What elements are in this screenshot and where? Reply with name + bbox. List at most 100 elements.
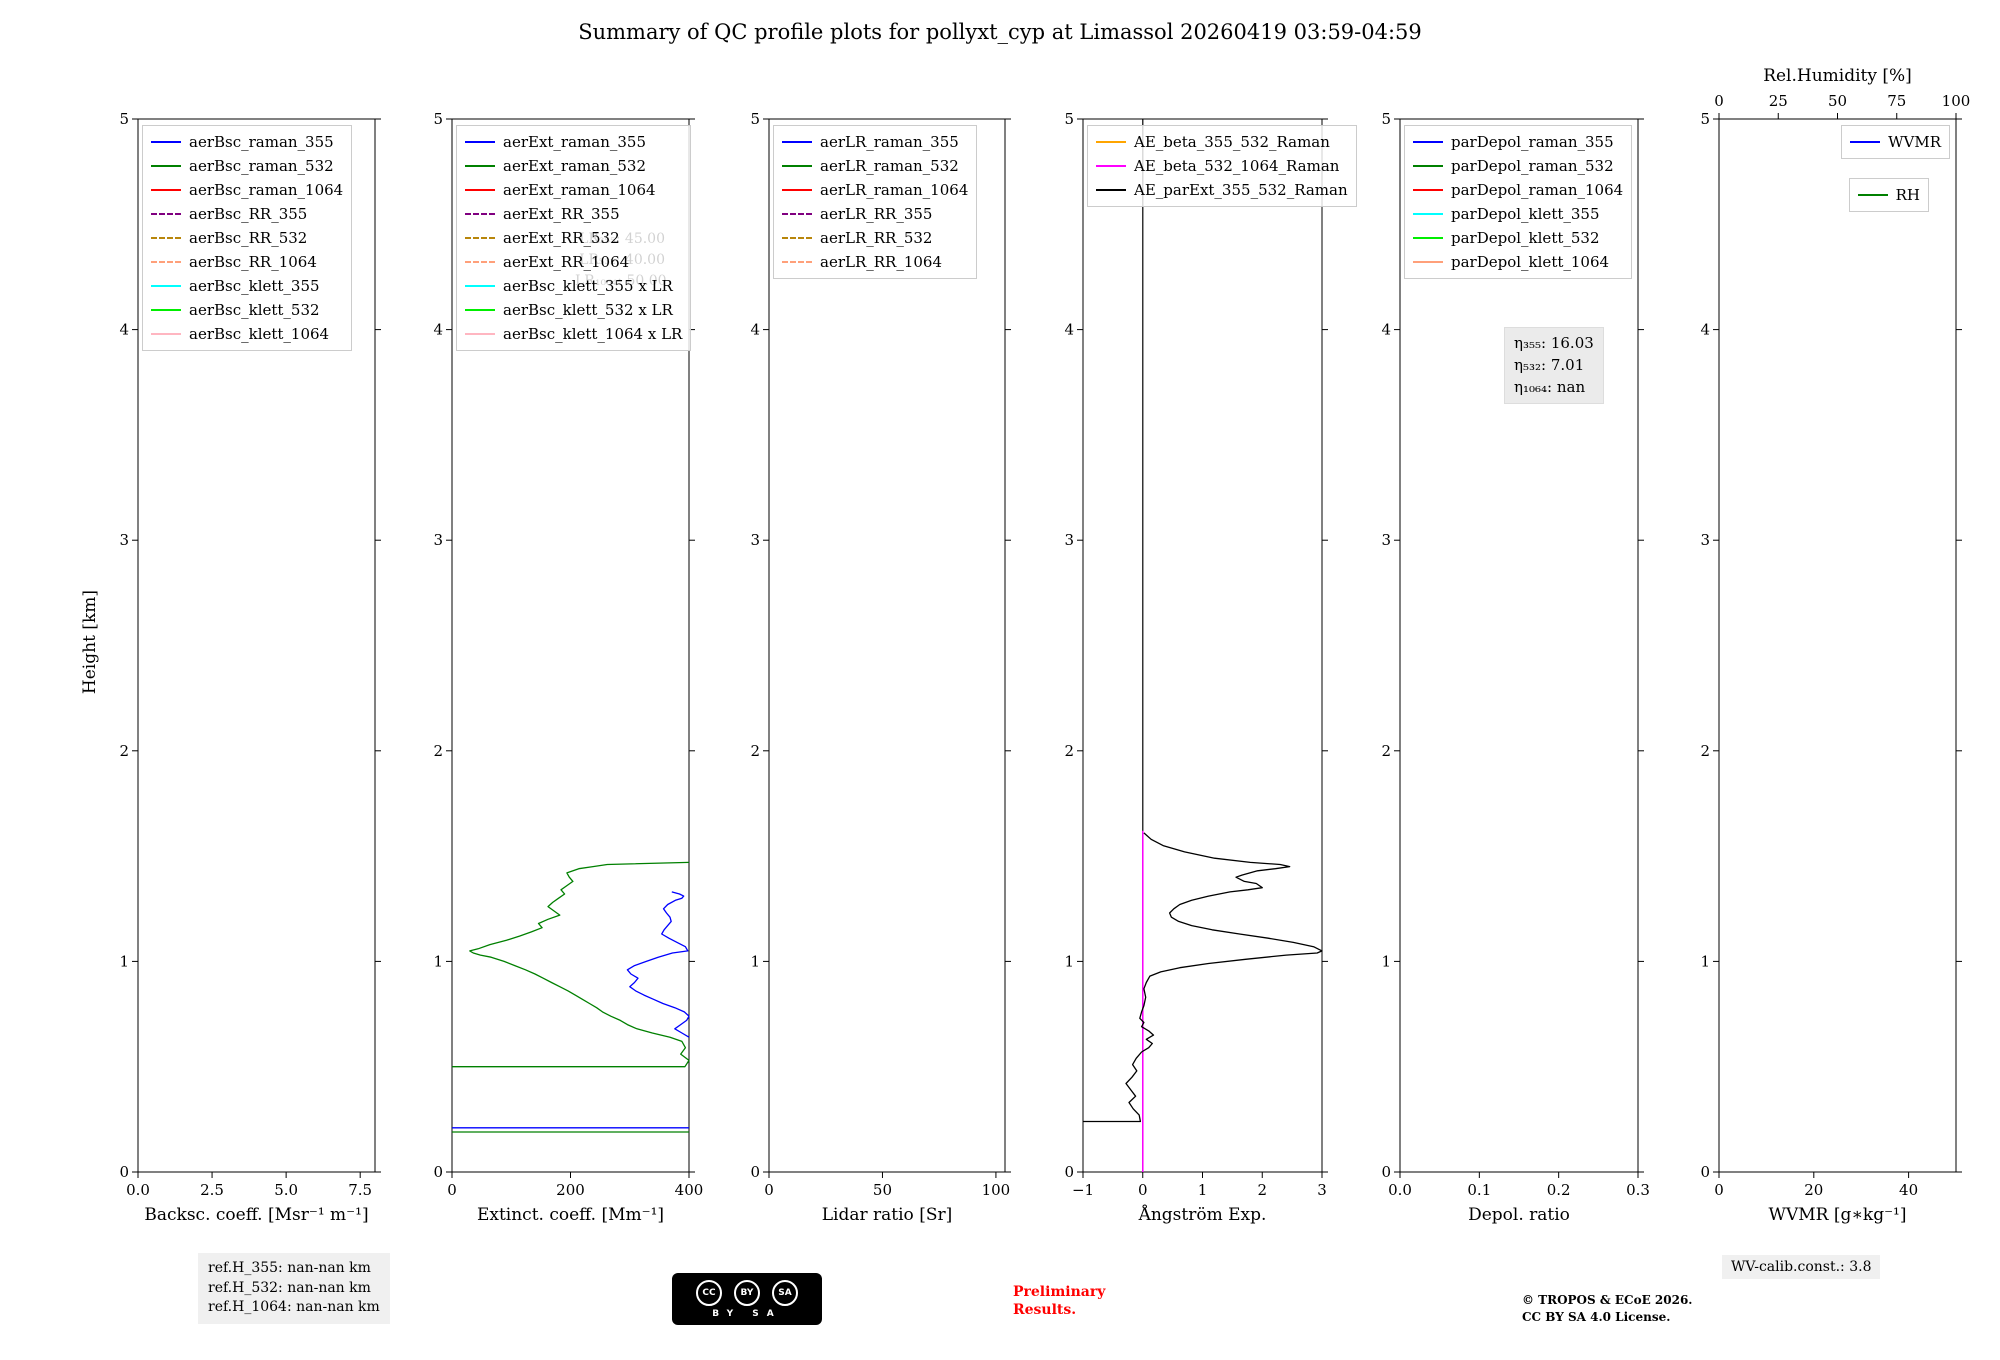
ref-height-1064: ref.H_1064: nan-nan km: [208, 1299, 380, 1316]
y-tick-label: 1: [433, 952, 443, 970]
y-tick-label: 4: [433, 321, 443, 339]
x-tick-label: 1: [1198, 1181, 1208, 1199]
x-axis-label: Ångström Exp.: [1138, 1204, 1267, 1225]
y-tick-label: 1: [1064, 952, 1074, 970]
x-axis-label: Lidar ratio [Sr]: [822, 1205, 952, 1225]
subplot-extinction: 0 1 2 3 4 5 0 200 400 Extinct. coeff. [Mm⁻¹]: [433, 110, 703, 1225]
series-AE_parExt_355_532_Raman: [1083, 832, 1323, 1123]
axes-frame: [768, 118, 1006, 1173]
y-tick-label: 1: [1381, 952, 1391, 970]
y-tick-label: 0: [1700, 1163, 1710, 1181]
y-tick-label: 2: [1381, 742, 1391, 760]
reference-height-annotation: ref.H_355: nan-nan km ref.H_532: nan-nan…: [198, 1253, 390, 1324]
y-tick-label: 0: [433, 1163, 443, 1181]
axes-frame: [137, 118, 376, 1173]
copyright-note: © TROPOS & ECoE 2026. CC BY SA 4.0 Licen…: [1522, 1292, 1692, 1326]
y-tick-label: 5: [750, 110, 760, 128]
y-tick-label: 2: [1064, 742, 1074, 760]
y-tick-label: 0: [119, 1163, 129, 1181]
cc-by-icon: BY: [734, 1279, 760, 1306]
ref-height-532: ref.H_532: nan-nan km: [208, 1279, 371, 1296]
x-axis-label: WVMR [g∗kg⁻¹]: [1768, 1205, 1906, 1225]
x-tick-label: 0.0: [1388, 1181, 1412, 1199]
y-tick-label: 2: [750, 742, 760, 760]
top-tick-label: 50: [1828, 92, 1847, 110]
series-aerExt_raman_532: [452, 861, 690, 1068]
copyright-line-2: CC BY SA 4.0 License.: [1522, 1309, 1671, 1324]
x-tick-label: 0: [1714, 1181, 1724, 1199]
x-tick-label: 40: [1899, 1181, 1918, 1199]
y-tick-label: 3: [433, 531, 443, 549]
x-tick-label: 0.1: [1467, 1181, 1491, 1199]
cc-sa-icon: SA: [772, 1279, 798, 1306]
x-tick-label: 2: [1257, 1181, 1267, 1199]
y-tick-label: 4: [750, 321, 760, 339]
x-tick-label: 0: [764, 1181, 774, 1199]
ref-height-355: ref.H_355: nan-nan km: [208, 1260, 371, 1276]
x-axis-label: Depol. ratio: [1468, 1205, 1570, 1225]
y-tick-label: 5: [119, 110, 129, 128]
x-tick-label: 0.0: [126, 1181, 150, 1199]
preliminary-line-1: Preliminary: [1013, 1284, 1106, 1300]
cc-badge-caption: BY SA: [712, 1308, 782, 1319]
y-tick-label: 1: [750, 952, 760, 970]
y-tick-label: 4: [1064, 321, 1074, 339]
x-axis-label: Extinct. coeff. [Mm⁻¹]: [477, 1205, 664, 1225]
y-tick-label: 5: [1381, 110, 1391, 128]
x-axis-label: Backsc. coeff. [Msr⁻¹ m⁻¹]: [144, 1205, 368, 1225]
x-tick-label: 100: [982, 1181, 1011, 1199]
x-tick-label: 3: [1317, 1181, 1327, 1199]
x-tick-label: 7.5: [348, 1181, 372, 1199]
y-tick-label: 1: [1700, 952, 1710, 970]
y-tick-label: 5: [1064, 110, 1074, 128]
y-tick-label: 3: [1700, 531, 1710, 549]
y-tick-label: 5: [1700, 110, 1710, 128]
top-tick-label: 75: [1887, 92, 1906, 110]
wv-calibration-constant: WV-calib.const.: 3.8: [1722, 1255, 1881, 1279]
y-tick-label: 4: [1381, 321, 1391, 339]
x-tick-label: 2.5: [200, 1181, 224, 1199]
y-tick-label: 4: [1700, 321, 1710, 339]
x-tick-label: 5.0: [274, 1181, 298, 1199]
copyright-line-1: © TROPOS & ECoE 2026.: [1522, 1293, 1693, 1307]
y-tick-label: 2: [433, 742, 443, 760]
y-tick-label: 3: [750, 531, 760, 549]
preliminary-line-2: Results.: [1013, 1302, 1077, 1319]
x-tick-label: 20: [1804, 1181, 1823, 1199]
y-tick-label: 3: [1381, 531, 1391, 549]
axes-frame: [1399, 118, 1639, 1173]
y-tick-label: 5: [433, 110, 443, 128]
axes-frame: [1082, 118, 1323, 1173]
y-tick-label: 2: [119, 742, 129, 760]
top-tick-label: 0: [1714, 92, 1724, 110]
y-tick-label: 0: [1064, 1163, 1074, 1181]
y-tick-label: 0: [750, 1163, 760, 1181]
y-tick-label: 0: [1381, 1163, 1391, 1181]
cc-badge-icons: CC BY SA: [696, 1279, 798, 1306]
x-tick-label: 200: [556, 1181, 585, 1199]
series-aerExt_raman_355: [626, 891, 690, 1038]
x-tick-label: 0.3: [1626, 1181, 1650, 1199]
x-tick-label: 50: [873, 1181, 892, 1199]
cc-license-badge: CC BY SA BY SA: [672, 1273, 822, 1325]
subplot-backscatter: 0 1 2 3 4 5 0.0 2.5 5.0 7.5 Backsc. coeff. [Msr⁻¹ …: [119, 110, 381, 1225]
x-tick-label: 0: [1138, 1181, 1148, 1199]
cc-icon: CC: [696, 1279, 722, 1306]
top-tick-label: 100: [1942, 92, 1971, 110]
y-tick-label: 3: [119, 531, 129, 549]
subplot-depol-ratio: 0 1 2 3 4 5 0.0 0.1 0.2 0.3 Depol. ratio: [1381, 110, 1649, 1225]
x-tick-label: 400: [675, 1181, 704, 1199]
axes-frame: [1718, 118, 1957, 1173]
top-tick-label: 25: [1769, 92, 1788, 110]
top-axis-label: Rel.Humidity [%]: [1763, 66, 1912, 86]
preliminary-results-note: Preliminary Results.: [1013, 1283, 1105, 1319]
y-tick-label: 1: [119, 952, 129, 970]
x-tick-label: −1: [1072, 1181, 1094, 1199]
x-tick-label: 0.2: [1547, 1181, 1571, 1199]
y-tick-label: 2: [1700, 742, 1710, 760]
figure-title: Summary of QC profile plots for pollyxt_…: [578, 20, 1422, 44]
